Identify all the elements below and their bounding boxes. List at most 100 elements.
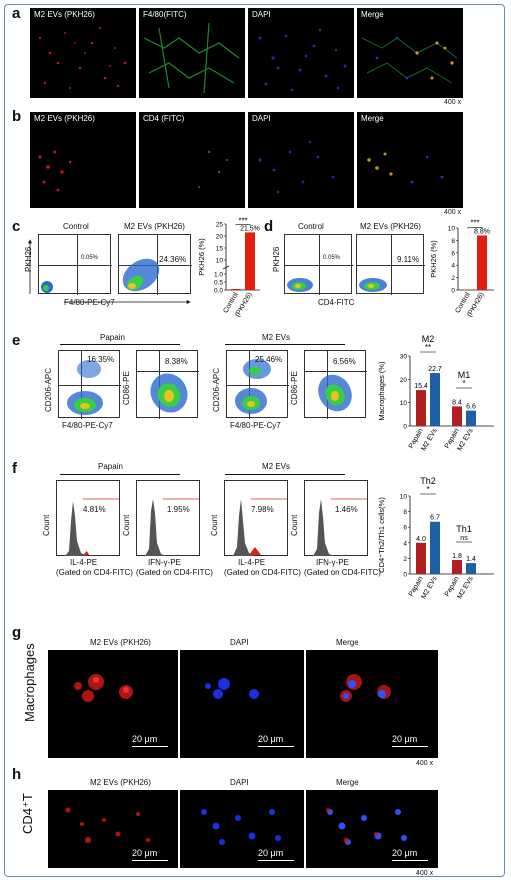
panel-f-xlabel-1: IL-4-PE bbox=[70, 558, 98, 567]
sig-bracket bbox=[235, 224, 251, 226]
data-label: 4.0 bbox=[416, 536, 426, 543]
panel-f-hist-3: 7.98% bbox=[224, 480, 288, 556]
y-tick-label: 20 bbox=[216, 234, 224, 241]
panel-d-ylabel: PKH26 bbox=[272, 246, 281, 272]
panel-c-xlabel: F4/80-PE-Cy7 bbox=[64, 298, 115, 307]
panel-b-image-cd4-title: CD4 (FITC) bbox=[143, 114, 185, 123]
panel-e-pct-1: 16.35% bbox=[87, 355, 115, 364]
panel-a-label: a bbox=[12, 5, 21, 22]
panel-f-pct-2: 1.95% bbox=[167, 505, 190, 514]
y-tick-label: 0 bbox=[451, 288, 455, 295]
panel-b-image-merge: Merge bbox=[357, 112, 463, 208]
data-label: 6.6 bbox=[466, 404, 476, 411]
panel-e-flow-1: 16.35% bbox=[58, 350, 121, 419]
y-tick-label: 6 bbox=[451, 250, 455, 257]
panel-e-ylabel-3: CD206-APC bbox=[212, 367, 221, 412]
y-tick-label: 0.5 bbox=[214, 280, 223, 287]
y-tick-label: 8 bbox=[451, 238, 455, 245]
panel-e-group-line-2 bbox=[225, 344, 345, 345]
panel-f-hist-1: 4.81% bbox=[56, 480, 120, 556]
data-label: 21.5% bbox=[240, 225, 260, 232]
significance-m2: ** bbox=[425, 343, 431, 352]
panel-g-label: g bbox=[12, 624, 22, 641]
panel-d-flow-control: 0.05% bbox=[284, 234, 353, 295]
panel-f-group-m2: M2 EVs bbox=[262, 462, 291, 471]
significance-th2: * bbox=[426, 485, 429, 494]
panel-e-pct-4: 6.56% bbox=[333, 357, 356, 366]
panel-c-title-control: Control bbox=[63, 222, 89, 231]
significance-m1: * bbox=[462, 379, 465, 388]
panel-f-pct-1: 4.81% bbox=[83, 505, 106, 514]
panel-f-group-line-1 bbox=[60, 474, 180, 475]
panel-e-ylabel-1: CD206-APC bbox=[44, 367, 53, 412]
panel-a-image-pkh26: M2 EVs (PKH26) bbox=[30, 8, 136, 98]
panel-e-xlabel-1: F4/80-PE-Cy7 bbox=[62, 421, 113, 430]
panel-c-pct-m2: 24.36% bbox=[159, 255, 187, 264]
bar-1 bbox=[416, 542, 426, 574]
data-label: 1.8 bbox=[452, 553, 462, 560]
bar-2 bbox=[430, 373, 440, 426]
panel-f-hist-2: 1.95% bbox=[136, 480, 200, 556]
sig-bracket bbox=[467, 227, 483, 229]
panel-e-ylabel-4: CD86-PE bbox=[290, 371, 299, 405]
panel-g-title-2: DAPI bbox=[230, 638, 249, 647]
y-axis-label: CD4⁺Th2/Th1 cells(%) bbox=[377, 497, 386, 573]
bar-2 bbox=[430, 521, 440, 574]
y-tick-label: 0.0 bbox=[214, 288, 223, 295]
panel-f-ylabel-3: Count bbox=[210, 514, 219, 536]
panel-e-flow-2: 8.38% bbox=[136, 350, 199, 419]
panel-h-scalebar-3 bbox=[392, 860, 428, 861]
y-tick-label: 2 bbox=[451, 275, 455, 282]
panel-e-pct-3: 25.46% bbox=[255, 355, 283, 364]
panel-c-flow-m2: 24.36% bbox=[118, 234, 192, 295]
bar-4 bbox=[466, 563, 476, 574]
panel-e-label: e bbox=[12, 332, 21, 349]
panel-f-hist-4: 1.46% bbox=[304, 480, 368, 556]
y-tick-label: 30 bbox=[400, 354, 408, 361]
panel-h-magnification: 400 x bbox=[416, 870, 434, 877]
panel-c-flow-control: 0.05% bbox=[38, 234, 112, 295]
panel-a-image-merge: Merge bbox=[357, 8, 463, 98]
panel-b-image-merge-title: Merge bbox=[361, 114, 384, 123]
panel-f-group-line-2 bbox=[225, 474, 345, 475]
panel-d-title-control: Control bbox=[298, 222, 324, 231]
group-label-m2: M2 bbox=[422, 334, 435, 344]
panel-f-xlabel-2: IFN-γ-PE bbox=[148, 558, 181, 567]
panel-b-image-cd4: CD4 (FITC) bbox=[139, 112, 245, 208]
panel-d-title-m2: M2 EVs (PKH26) bbox=[360, 222, 421, 231]
panel-g-scalebar-1 bbox=[132, 746, 168, 747]
panel-a-image-pkh26-title: M2 EVs (PKH26) bbox=[34, 10, 95, 19]
panel-h-image-dapi: 20 μm bbox=[180, 790, 304, 868]
panel-d-label: d bbox=[264, 218, 274, 235]
bar-4 bbox=[466, 410, 476, 426]
panel-h-label: h bbox=[12, 766, 22, 783]
panel-h-scale-2: 20 μm bbox=[258, 848, 284, 858]
data-label: 8.4 bbox=[452, 399, 462, 406]
group-label-m1: M1 bbox=[458, 370, 471, 380]
panel-b-image-pkh26: M2 EVs (PKH26) bbox=[30, 112, 136, 208]
panel-f-xlabel-4: IFN-γ-PE bbox=[316, 558, 349, 567]
panel-g-scalebar-3 bbox=[392, 746, 428, 747]
panel-e-group-line-1 bbox=[60, 344, 180, 345]
data-label: 1.4 bbox=[466, 556, 476, 563]
panel-a-image-f480-title: F4/80(FITC) bbox=[143, 10, 187, 19]
bar-2 bbox=[477, 235, 487, 290]
panel-f-xlabel-3: IL-4-PE bbox=[238, 558, 266, 567]
panel-d-pct-control: 0.05% bbox=[323, 255, 341, 261]
panel-h-scale-3: 20 μm bbox=[392, 848, 418, 858]
panel-b-image-pkh26-title: M2 EVs (PKH26) bbox=[34, 114, 95, 123]
y-axis-label: PKH26 (%) bbox=[197, 238, 206, 276]
panel-g-scalebar-2 bbox=[258, 746, 294, 747]
axis-break bbox=[222, 265, 230, 270]
panel-h-scale-1: 20 μm bbox=[132, 848, 158, 858]
bar-3 bbox=[452, 559, 462, 574]
y-tick-label: 15 bbox=[216, 246, 224, 253]
panel-b-label: b bbox=[12, 108, 22, 125]
panel-f-gate-2: (Gated on CD4-FITC) bbox=[136, 568, 213, 577]
panel-a-image-dapi-title: DAPI bbox=[252, 10, 271, 19]
panel-a-image-merge-title: Merge bbox=[361, 10, 384, 19]
panel-g-scale-2: 20 μm bbox=[258, 734, 284, 744]
